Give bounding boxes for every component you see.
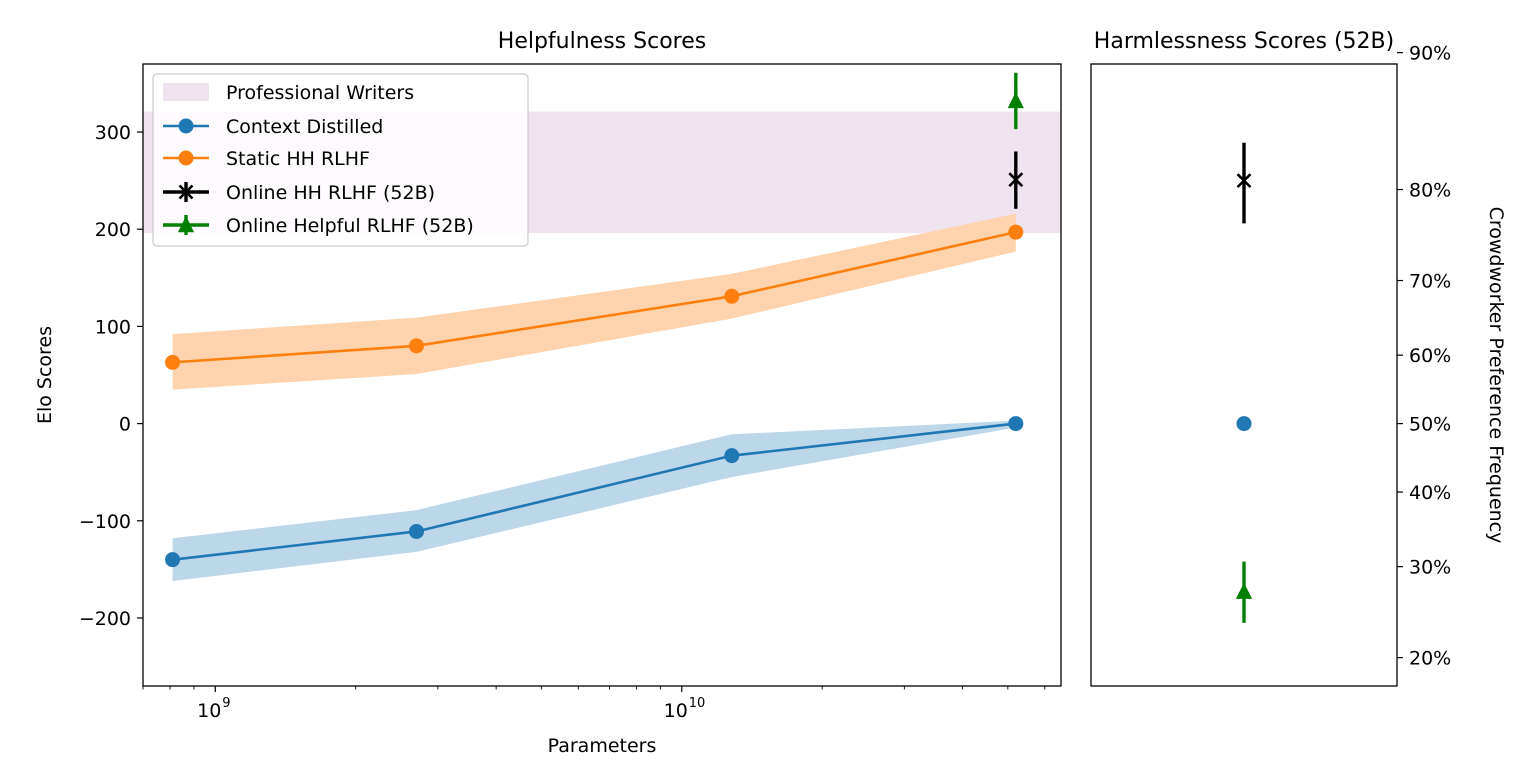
y-tick-label: 200 <box>95 219 131 241</box>
x-tick-exponent: 9 <box>222 696 230 711</box>
y-tick-label: 300 <box>95 122 131 144</box>
legend: Professional Writers Context Distilled Sta… <box>152 73 529 247</box>
x-tick-label: 10 <box>197 700 221 722</box>
y-tick-label: −200 <box>79 608 131 630</box>
right-y-axis: 90% 80% 70% 60% 50% 40% 30% 20% <box>1397 43 1451 670</box>
confidence-band <box>172 420 1016 582</box>
legend-marker <box>178 184 194 200</box>
y-tick-label: 0 <box>119 414 131 436</box>
series-line <box>172 422 1016 561</box>
y-tick-label: 60% <box>1409 345 1451 367</box>
legend-marker <box>178 118 194 134</box>
y-tick-label: 100 <box>95 316 131 338</box>
data-point <box>1008 172 1024 188</box>
x-tick-label: 10 <box>664 700 688 722</box>
legend-marker <box>177 216 195 233</box>
confidence-band <box>172 213 1016 390</box>
y-axis-label: Elo Scores <box>34 326 56 424</box>
legend-label: Static HH RLHF <box>226 148 370 170</box>
y-tick-label: 90% <box>1409 43 1451 65</box>
helpfulness-title: Helpfulness Scores <box>498 29 706 54</box>
y-tick-label: 50% <box>1409 414 1451 436</box>
data-point <box>165 552 181 568</box>
legend-label: Online Helpful RLHF (52B) <box>226 215 474 237</box>
data-point <box>1236 173 1252 189</box>
legend-entry: Context Distilled <box>163 116 383 138</box>
y-tick-label: −100 <box>79 511 131 533</box>
series-line <box>172 230 1017 364</box>
helpfulness-panel: Helpfulness Scores 300 200 100 0 −100 −200 10… <box>34 29 1062 757</box>
data-point <box>724 448 740 464</box>
harmlessness-title: Harmlessness Scores (52B) <box>1094 29 1394 54</box>
data-point <box>1008 224 1024 240</box>
data-point <box>1235 582 1253 599</box>
y-tick-label: 80% <box>1409 180 1451 202</box>
data-point <box>408 523 424 539</box>
legend-swatch <box>163 83 209 101</box>
left-x-axis: 10 9 10 10 <box>142 686 1046 722</box>
right-marks-layer <box>1235 142 1253 623</box>
legend-label: Professional Writers <box>226 82 414 104</box>
legend-label: Context Distilled <box>226 116 383 138</box>
data-point <box>724 288 740 304</box>
left-y-axis: 300 200 100 0 −100 −200 <box>79 122 143 630</box>
legend-entry: Static HH RLHF <box>163 148 370 170</box>
legend-entry: Online HH RLHF (52B) <box>163 182 435 204</box>
helpfulness-plot-frame <box>142 63 1062 687</box>
legend-box <box>152 73 529 247</box>
data-point <box>1007 91 1024 109</box>
data-point <box>1008 416 1024 432</box>
harmlessness-plot-frame <box>1090 63 1398 687</box>
left-marks-layer <box>165 72 1024 568</box>
y-tick-label: 30% <box>1409 557 1451 579</box>
left-lines-layer <box>172 230 1017 561</box>
harmlessness-panel: Harmlessness Scores (52B) 90% 80% 70% 60% 50… <box>1090 29 1507 687</box>
legend-marker <box>178 150 194 166</box>
data-point <box>408 338 424 354</box>
y-tick-label: 20% <box>1409 648 1451 670</box>
data-point <box>1236 416 1252 432</box>
y-tick-label: 70% <box>1409 271 1451 293</box>
legend-label: Online HH RLHF (52B) <box>226 182 435 204</box>
right-y-axis-label: Crowdworker Preference Frequency <box>1485 207 1507 544</box>
legend-entry: Professional Writers <box>163 82 414 104</box>
y-tick-label: 40% <box>1409 482 1451 504</box>
data-point <box>165 354 181 370</box>
x-axis-label: Parameters <box>548 735 657 757</box>
x-tick-exponent: 10 <box>689 696 706 711</box>
legend-entry: Online Helpful RLHF (52B) <box>163 215 474 237</box>
